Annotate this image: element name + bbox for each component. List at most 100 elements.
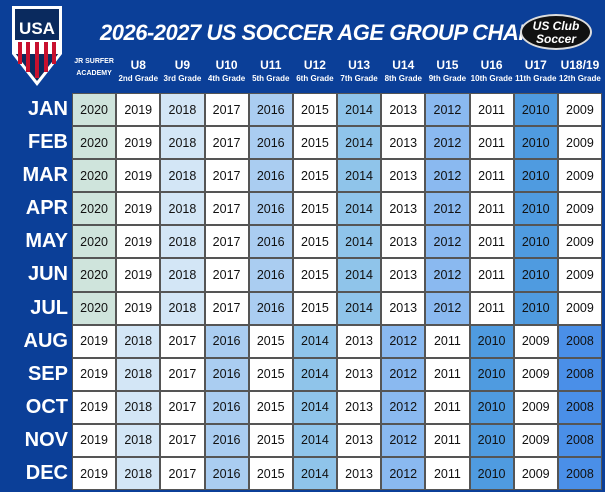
- birth-year-cell: 2010: [513, 192, 558, 226]
- birth-year-cell: 2012: [381, 457, 426, 491]
- birth-year-cell: 2016: [248, 225, 293, 259]
- birth-year-cell: 2013: [337, 457, 382, 491]
- birth-year-cell: 2019: [116, 126, 161, 160]
- birth-year-cell: 2016: [204, 357, 249, 391]
- usa-soccer-crest-logo: USA: [12, 6, 62, 86]
- month-label: JUL: [0, 291, 72, 325]
- birth-year-cell: 2018: [116, 390, 161, 424]
- grade-label: 12th Grade: [559, 74, 601, 83]
- birth-year-cell: 2014: [337, 192, 382, 226]
- birth-year-cell: 2014: [292, 390, 337, 424]
- birth-year-cell: 2015: [248, 390, 293, 424]
- birth-year-cell: 2019: [72, 390, 117, 424]
- birth-year-cell: 2017: [204, 192, 249, 226]
- birth-year-cell: 2017: [160, 457, 205, 491]
- birth-year-cell: 2014: [292, 457, 337, 491]
- grade-label: 3rd Grade: [163, 74, 202, 83]
- birth-year-cell: 2015: [248, 357, 293, 391]
- month-label: DEC: [0, 457, 72, 491]
- birth-year-cell: 2020: [72, 93, 117, 127]
- birth-year-cell: 2011: [425, 423, 470, 458]
- birth-year-cell: 2020: [72, 159, 117, 193]
- birth-year-cell: 2013: [381, 192, 426, 226]
- birth-year-cell: 2011: [469, 159, 514, 193]
- birth-year-cell: 2010: [469, 357, 514, 391]
- birth-year-cell: 2018: [160, 291, 205, 325]
- birth-year-cell: 2009: [557, 93, 602, 127]
- birth-year-cell: 2010: [513, 258, 558, 292]
- month-label: AUG: [0, 324, 72, 358]
- age-group-label: U14: [392, 58, 415, 72]
- birth-year-cell: 2008: [557, 324, 602, 358]
- month-label: MAR: [0, 159, 72, 193]
- birth-year-cell: 2009: [513, 457, 558, 491]
- grade-label: 4th Grade: [207, 74, 246, 83]
- birth-year-cell: 2014: [292, 324, 337, 358]
- birth-year-cell: 2012: [381, 423, 426, 458]
- column-header: U9 3rd Grade: [160, 56, 204, 83]
- birth-year-cell: 2018: [160, 159, 205, 193]
- birth-year-cell: 2015: [292, 225, 337, 259]
- age-group-label: U11: [260, 58, 282, 72]
- column-header: JR SURFER ACADEMY: [72, 56, 116, 83]
- birth-year-cell: 2016: [204, 390, 249, 424]
- age-group-label: U15: [436, 58, 459, 72]
- birth-year-cell: 2010: [513, 126, 558, 160]
- birth-year-cell: 2012: [425, 159, 470, 193]
- month-label: APR: [0, 192, 72, 226]
- birth-year-cell: 2016: [204, 423, 249, 458]
- birth-year-cell: 2017: [204, 258, 249, 292]
- column-header: U12 6th Grade: [293, 56, 337, 83]
- birth-year-cell: 2016: [248, 291, 293, 325]
- column-header: U16 10th Grade: [470, 56, 514, 83]
- birth-year-cell: 2013: [337, 390, 382, 424]
- birth-year-cell: 2019: [116, 159, 161, 193]
- column-header: U18/19 12th Grade: [558, 56, 602, 83]
- column-header: U10 4th Grade: [205, 56, 249, 83]
- birth-year-cell: 2011: [425, 390, 470, 424]
- month-label: OCT: [0, 390, 72, 424]
- birth-year-cell: 2013: [381, 225, 426, 259]
- birth-year-cell: 2015: [292, 93, 337, 127]
- birth-year-cell: 2019: [72, 324, 117, 358]
- birth-year-cell: 2008: [557, 457, 602, 491]
- grade-label: 6th Grade: [296, 74, 334, 83]
- birth-year-cell: 2017: [204, 93, 249, 127]
- birth-year-cell: 2008: [557, 390, 602, 424]
- birth-year-cell: 2018: [160, 192, 205, 226]
- birth-year-cell: 2009: [557, 291, 602, 325]
- birth-year-cell: 2011: [469, 93, 514, 127]
- birth-year-cell: 2017: [204, 291, 249, 325]
- birth-year-cell: 2015: [292, 159, 337, 193]
- birth-year-cell: 2018: [116, 457, 161, 491]
- column-header: U8 2nd Grade: [116, 56, 160, 83]
- birth-year-cell: 2018: [116, 423, 161, 458]
- birth-year-cell: 2018: [160, 126, 205, 160]
- birth-year-cell: 2020: [72, 126, 117, 160]
- month-label: FEB: [0, 126, 72, 160]
- birth-year-cell: 2013: [381, 126, 426, 160]
- birth-year-cell: 2014: [337, 258, 382, 292]
- birth-year-cell: 2014: [337, 159, 382, 193]
- birth-year-cell: 2020: [72, 258, 117, 292]
- column-header: U13 7th Grade: [337, 56, 381, 83]
- month-label: JUN: [0, 258, 72, 292]
- birth-year-cell: 2012: [381, 390, 426, 424]
- birth-year-cell: 2017: [160, 423, 205, 458]
- us-club-soccer-logo: US Club Soccer: [520, 14, 592, 50]
- birth-year-cell: 2014: [292, 423, 337, 458]
- birth-year-cell: 2016: [204, 457, 249, 491]
- birth-year-cell: 2013: [381, 93, 426, 127]
- birth-year-cell: 2010: [469, 423, 514, 458]
- birth-year-cell: 2019: [116, 225, 161, 259]
- birth-year-cell: 2020: [72, 291, 117, 325]
- birth-year-cell: 2017: [160, 324, 205, 358]
- birth-year-cell: 2019: [116, 291, 161, 325]
- birth-year-cell: 2009: [513, 324, 558, 358]
- grade-label: 2nd Grade: [118, 74, 159, 83]
- birth-year-cell: 2012: [425, 291, 470, 325]
- month-label: SEP: [0, 357, 72, 391]
- birth-year-cell: 2013: [337, 357, 382, 391]
- birth-year-cell: 2016: [248, 159, 293, 193]
- birth-year-cell: 2011: [469, 126, 514, 160]
